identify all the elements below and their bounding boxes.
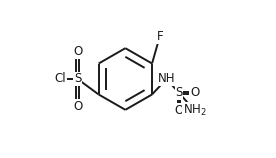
Text: Cl: Cl (55, 73, 67, 85)
Text: O: O (190, 86, 199, 99)
Text: O: O (174, 104, 184, 117)
Text: S: S (74, 73, 81, 85)
Text: F: F (156, 30, 163, 43)
Text: O: O (73, 100, 82, 113)
Text: NH$_2$: NH$_2$ (183, 103, 206, 118)
Text: O: O (73, 45, 82, 58)
Text: S: S (175, 86, 183, 99)
Text: NH: NH (158, 73, 175, 85)
